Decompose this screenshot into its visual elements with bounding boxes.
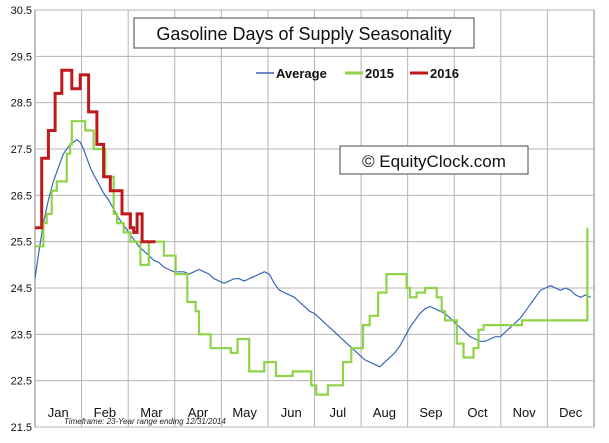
y-tick-label: 29.5 (11, 51, 32, 63)
y-tick-label: 25.5 (11, 237, 32, 249)
x-tick-label: Mar (140, 405, 163, 420)
y-tick-label: 30.5 (11, 5, 32, 17)
watermark-box (339, 145, 529, 175)
x-tick-label: May (232, 405, 257, 420)
series-line-2016 (35, 68, 156, 244)
title-box (133, 17, 475, 49)
y-tick-label: 23.5 (11, 329, 32, 341)
y-tick-label: 27.5 (11, 144, 32, 156)
x-tick-label: Nov (513, 405, 537, 420)
x-axis-tick-labels: Jan Feb Mar Apr May Jun Jul Aug Sep Oct Nov Dec (48, 405, 583, 420)
y-tick-label: 21.5 (11, 422, 32, 434)
chart-title: Gasoline Days of Supply Seasonality (156, 24, 451, 44)
x-tick-label: Aug (373, 405, 396, 420)
x-tick-label: Feb (94, 405, 116, 420)
legend-label-average: Average (276, 66, 327, 81)
x-tick-label: Jul (329, 405, 346, 420)
x-tick-label: Dec (559, 405, 583, 420)
x-tick-label: Sep (419, 405, 442, 420)
x-tick-label: Oct (467, 405, 488, 420)
legend: Average 2015 2016 (256, 66, 459, 81)
legend-label-2015: 2015 (365, 66, 394, 81)
footnote: Timeframe: 23-Year range ending 12/31/20… (64, 417, 226, 426)
watermark-text: © EquityClock.com (362, 152, 506, 171)
series-lines (34, 68, 591, 396)
y-tick-label: 26.5 (11, 190, 32, 202)
x-tick-label: Jan (48, 405, 69, 420)
x-tick-label: Jun (281, 405, 302, 420)
x-tick-label: Apr (188, 405, 209, 420)
series-line-2015 (35, 120, 589, 396)
y-axis-tick-labels: 21.5 22.5 23.5 24.5 25.5 26.5 27.5 28.5 29.5 30.5 (11, 5, 32, 434)
y-tick-label: 22.5 (11, 376, 32, 388)
legend-label-2016: 2016 (430, 66, 459, 81)
y-tick-label: 24.5 (11, 283, 32, 295)
y-tick-label: 28.5 (11, 98, 32, 110)
